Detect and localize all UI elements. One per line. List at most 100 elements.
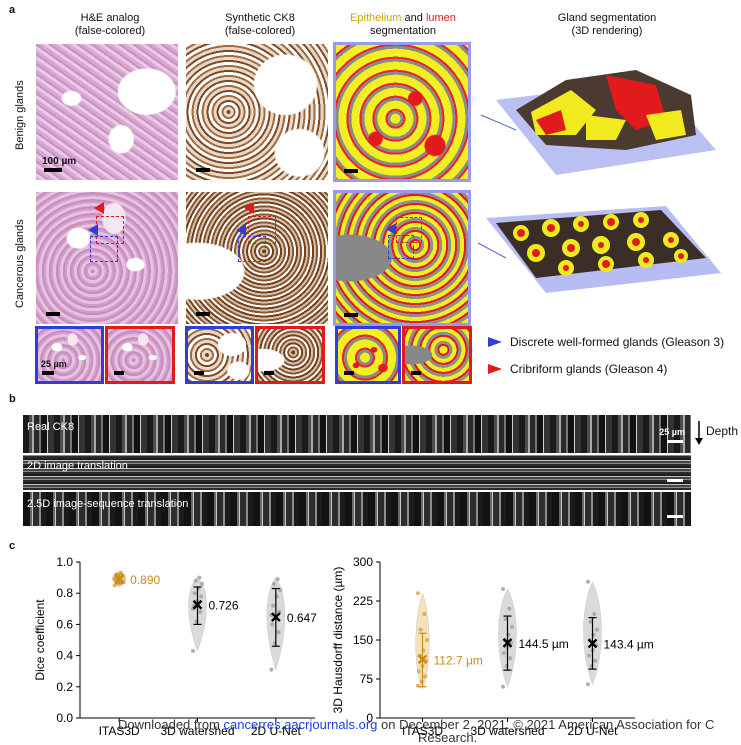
x-tick-label: ITAS3D xyxy=(402,724,443,738)
y-tick-label: 300 xyxy=(353,555,373,569)
data-point xyxy=(276,630,281,635)
strip-real-ck8-label: Real CK8 xyxy=(27,421,75,433)
blue-arrow-icon xyxy=(226,224,246,236)
y-tick-label: 225 xyxy=(353,594,373,608)
data-point xyxy=(595,627,599,632)
seg-cancer-image xyxy=(333,190,471,326)
mean-label: 143.4 µm xyxy=(604,637,654,651)
col2-header-line1: Synthetic CK8 xyxy=(225,12,295,24)
seg-zoom-blue xyxy=(335,326,401,384)
scalebar xyxy=(344,169,358,173)
col1-header-line1: H&E analog xyxy=(80,12,140,24)
data-point xyxy=(192,591,197,596)
y-tick-label: 0.2 xyxy=(56,680,73,694)
hausdorff-chart: 0 75 150 225 300 3D Hausdorff distance (µm) IT… xyxy=(331,555,654,738)
roi-blue-box xyxy=(388,235,414,259)
scalebar-100um xyxy=(44,168,62,172)
ck8-zoom-blue xyxy=(185,326,254,384)
data-point xyxy=(501,684,505,689)
he-zoom-red xyxy=(105,326,175,384)
x-tick-label: ITAS3D xyxy=(99,724,140,738)
mean-label: 144.5 µm xyxy=(519,637,569,651)
data-point xyxy=(510,625,514,629)
scalebar-100um-label: 100 µm xyxy=(42,156,77,167)
mean-label: 0.890 xyxy=(130,573,160,587)
roi-blue-box xyxy=(90,236,118,262)
roi-red-box xyxy=(396,217,422,243)
dice-chart: 0.0 0.2 0.4 0.6 0.8 1.0 Dice coefficient ITAS3D… xyxy=(33,555,317,738)
he-benign-image: 100 µm xyxy=(36,44,178,180)
data-point xyxy=(200,581,204,586)
data-point xyxy=(271,603,276,608)
data-point xyxy=(198,609,203,614)
y-tick-label: 1.0 xyxy=(56,555,73,569)
seg-benign-image xyxy=(333,42,471,182)
data-point xyxy=(586,653,591,658)
scalebar xyxy=(196,312,210,316)
col4-header-line1: Gland segmentation xyxy=(557,12,657,24)
scalebar xyxy=(667,440,683,443)
y-tick-label: 0.8 xyxy=(56,586,73,600)
data-point xyxy=(270,622,275,627)
x-tick-label: 3D watershed xyxy=(470,724,544,738)
col4-header: Gland segmentation (3D rendering) xyxy=(527,12,687,38)
data-point xyxy=(423,674,428,679)
data-point xyxy=(508,656,513,661)
data-point xyxy=(422,612,427,616)
mean-label: 0.647 xyxy=(287,611,317,625)
data-point xyxy=(191,648,195,653)
data-point xyxy=(425,638,429,642)
col3-epithelium-word: Epithelium xyxy=(350,12,402,24)
footer-link[interactable]: cancerres.aacrjournals.org xyxy=(223,717,378,732)
seg-zoom-red xyxy=(402,326,472,384)
download-footer: Downloaded from cancerres.aacrjournals.o… xyxy=(118,717,714,745)
scalebar xyxy=(46,312,60,316)
legend-red-label: Cribriform glands (Gleason 4) xyxy=(510,362,668,376)
row1-label: Benign glands xyxy=(14,80,26,150)
data-point xyxy=(588,619,593,624)
roi-blue-box xyxy=(238,236,266,262)
col3-lumen-word: lumen xyxy=(425,12,456,24)
mean-label: 112.7 µm xyxy=(434,653,483,667)
mean-marker xyxy=(587,638,598,649)
he-zoom-blue: 25 µm xyxy=(35,326,104,384)
mean-marker xyxy=(192,599,203,610)
y-tick-label: 0.0 xyxy=(56,711,73,725)
panel-a-letter: a xyxy=(9,4,16,16)
legend-blue-label: Discrete well-formed glands (Gleason 3) xyxy=(510,335,725,349)
scalebar xyxy=(344,371,354,375)
col3-header: Epithelium and lumen segmentation xyxy=(323,12,483,38)
depth-arrow-icon xyxy=(695,421,703,445)
legend-blue-arrow-icon xyxy=(488,337,502,347)
data-point xyxy=(586,682,590,687)
ck8-zoom-red xyxy=(255,326,325,384)
scalebar xyxy=(411,371,421,375)
y-tick-label: 0.4 xyxy=(56,649,73,663)
he-cancer-image xyxy=(36,192,178,324)
data-point xyxy=(199,594,204,599)
data-point xyxy=(112,577,117,582)
scalebar xyxy=(667,479,683,482)
red-arrow-icon xyxy=(234,202,254,214)
y-tick-label: 0 xyxy=(366,711,373,725)
x-tick-label: 2D U-Net xyxy=(251,724,302,738)
scalebar xyxy=(667,515,683,518)
scalebar xyxy=(114,371,124,375)
scalebar-25um-label: 25 µm xyxy=(41,359,67,369)
panel-b-letter: b xyxy=(9,393,16,405)
panel-c-letter: c xyxy=(9,540,16,552)
data-point xyxy=(592,612,597,616)
x-tick-label: 2D U-Net xyxy=(567,724,618,738)
x-tick-label: 3D watershed xyxy=(160,724,234,738)
strip-2d-label: 2D image translation xyxy=(27,460,128,472)
roi-red-box xyxy=(248,216,276,244)
col1-header-line2: (false-colored) xyxy=(74,25,146,37)
data-point xyxy=(507,606,512,611)
depth-label: Depth xyxy=(706,424,739,438)
render3d-cancer xyxy=(477,206,721,293)
data-point xyxy=(416,591,420,596)
ck8-benign-image xyxy=(186,44,328,180)
mean-marker xyxy=(270,612,281,622)
data-point xyxy=(593,658,598,663)
legend-red-arrow-icon xyxy=(488,364,502,374)
